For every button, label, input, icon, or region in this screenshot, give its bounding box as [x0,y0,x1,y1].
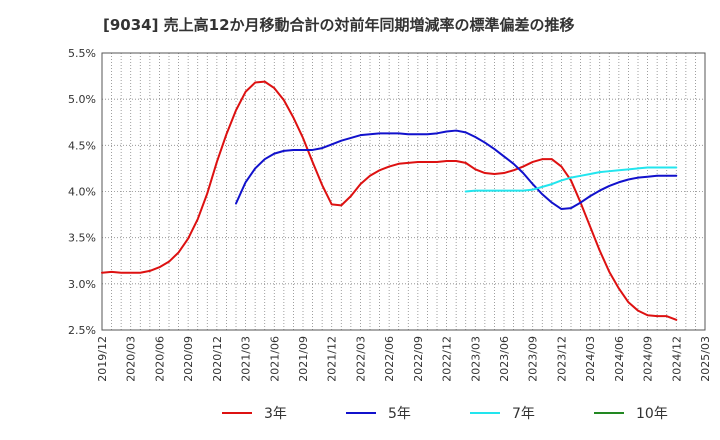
x-tick-label: 2023/12 [555,336,568,382]
series-layer [101,80,678,321]
x-tick-label: 2022/06 [383,336,396,382]
legend-label: 5年 [388,406,411,422]
x-tick-label: 2021/09 [297,336,310,382]
x-tick-label: 2023/03 [469,336,482,382]
x-axis-tick-labels: 2019/12 2020/03 2020/06 2020/09 2020/12 2021/… [96,336,712,382]
x-tick-label: 2020/03 [125,336,138,382]
x-tick-label: 2022/03 [354,336,367,382]
x-tick-label: 2020/12 [211,336,224,382]
y-tick-label: 4.0% [68,186,96,199]
x-tick-label: 2024/09 [642,336,655,382]
plot-area [101,52,706,331]
y-tick-label: 3.0% [68,278,96,291]
chart-title: [9034] 売上高12か月移動合計の対前年同期増減率の標準偏差の推移 [103,16,575,34]
x-tick-label: 2024/06 [613,336,626,382]
series-line-7年 [464,166,678,193]
x-tick-label: 2021/12 [326,336,339,382]
x-tick-label: 2024/12 [670,336,683,382]
y-tick-label: 5.0% [68,93,96,106]
y-tick-label: 2.5% [68,324,96,337]
x-tick-label: 2022/09 [412,336,425,382]
x-tick-label: 2020/09 [182,336,195,382]
x-tick-label: 2019/12 [96,336,109,382]
plot-background [102,53,705,330]
x-tick-label: 2023/09 [527,336,540,382]
legend-label: 3年 [264,406,287,422]
x-tick-label: 2022/12 [441,336,454,382]
y-tick-label: 3.5% [68,232,96,245]
x-tick-label: 2023/06 [498,336,511,382]
x-tick-label: 2024/03 [584,336,597,382]
legend-label: 10年 [636,406,668,422]
y-tick-label: 5.5% [68,47,96,60]
x-tick-label: 2021/06 [268,336,281,382]
y-axis-tick-labels: 2.5% 3.0% 3.5% 4.0% 4.5% 5.0% 5.5% [68,47,96,337]
x-tick-label: 2020/06 [153,336,166,382]
x-tick-label: 2021/03 [240,336,253,382]
x-tick-label: 2025/03 [699,336,712,382]
series-line-5年 [235,129,678,211]
legend-label: 7年 [512,406,535,422]
legend: 3年 5年 7年 10年 [222,406,668,422]
plot-frame [101,52,706,331]
y-tick-label: 4.5% [68,139,96,152]
